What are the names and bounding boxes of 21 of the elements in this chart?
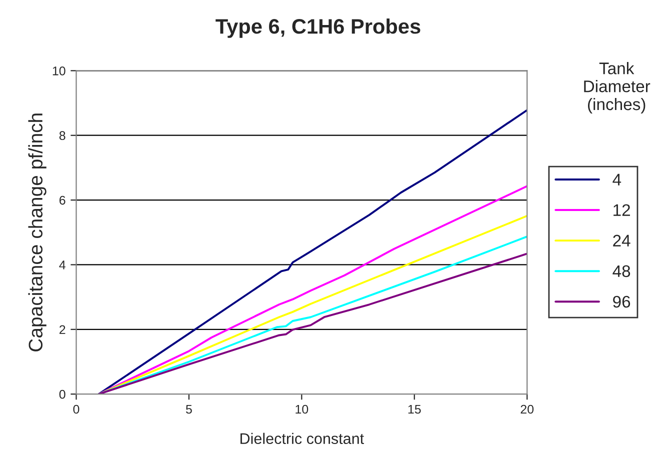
y-tick-label: 4 bbox=[59, 260, 66, 270]
x-axis-title: Dielectric constant bbox=[240, 432, 364, 444]
legend-label: 48 bbox=[612, 265, 630, 278]
y-tick-label: 10 bbox=[52, 66, 66, 76]
y-tick-label: 6 bbox=[60, 196, 66, 205]
legend-label: 24 bbox=[613, 234, 630, 246]
legend-label: 96 bbox=[613, 296, 630, 308]
x-tick-label: 20 bbox=[520, 404, 534, 414]
x-tick-label: 0 bbox=[73, 404, 80, 414]
chart-title: Type 6, C1H6 Probes bbox=[216, 18, 420, 38]
line-series bbox=[98, 109, 528, 394]
y-tick-label: 8 bbox=[59, 131, 66, 140]
x-tick-label: 5 bbox=[186, 404, 192, 414]
y-tick-label: 0 bbox=[59, 390, 66, 399]
legend-label: 4 bbox=[612, 174, 622, 186]
x-tick-label: 15 bbox=[408, 404, 421, 414]
y-axis-title: Capacitance change pf/inch bbox=[28, 114, 46, 352]
x-tick-label: 10 bbox=[296, 404, 308, 414]
legend-label: 12 bbox=[614, 204, 630, 216]
legend-title: Tank Diameter (inches) bbox=[584, 62, 650, 114]
y-tick-label: 2 bbox=[60, 325, 66, 334]
